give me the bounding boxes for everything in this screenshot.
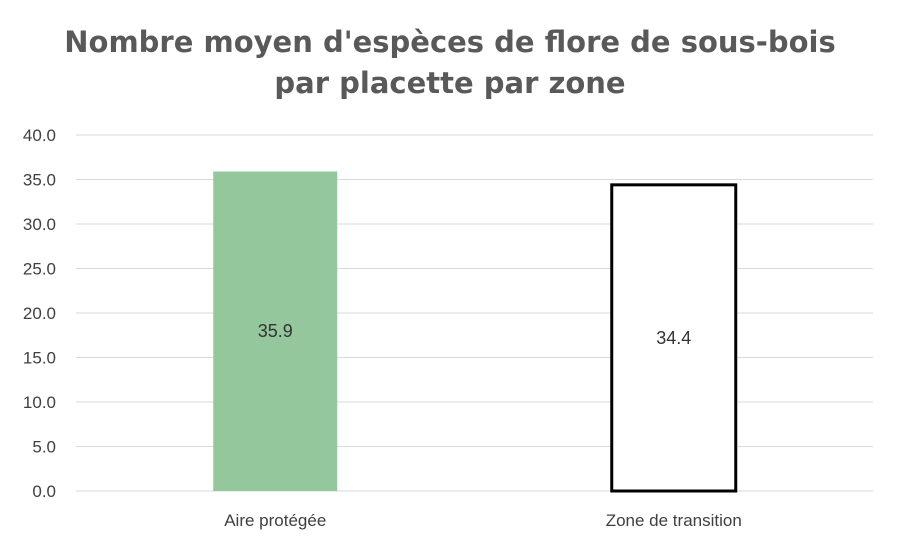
bar-0: [213, 171, 338, 492]
data-label-1: 34.4: [656, 328, 691, 348]
chart-title-line-1: Nombre moyen d'espèces de flore de sous-…: [64, 25, 836, 59]
data-label-0: 35.9: [258, 321, 293, 341]
x-tick-label-0: Aire protégée: [224, 511, 326, 530]
y-tick-label-0: 0.0: [32, 482, 56, 501]
bar-1: [610, 183, 738, 493]
y-tick-label-3: 15.0: [23, 349, 56, 368]
chart-title-line-2: par placette par zone: [274, 66, 626, 100]
y-tick-label-7: 35.0: [23, 171, 56, 190]
y-tick-label-2: 10.0: [23, 393, 56, 412]
x-tick-label-1: Zone de transition: [606, 511, 742, 530]
y-tick-label-5: 25.0: [23, 260, 56, 279]
y-tick-label-6: 30.0: [23, 215, 56, 234]
y-tick-label-8: 40.0: [23, 126, 56, 145]
chart-title: Nombre moyen d'espèces de flore de sous-…: [0, 22, 900, 104]
y-tick-label-1: 5.0: [32, 438, 56, 457]
y-tick-label-4: 20.0: [23, 304, 56, 323]
